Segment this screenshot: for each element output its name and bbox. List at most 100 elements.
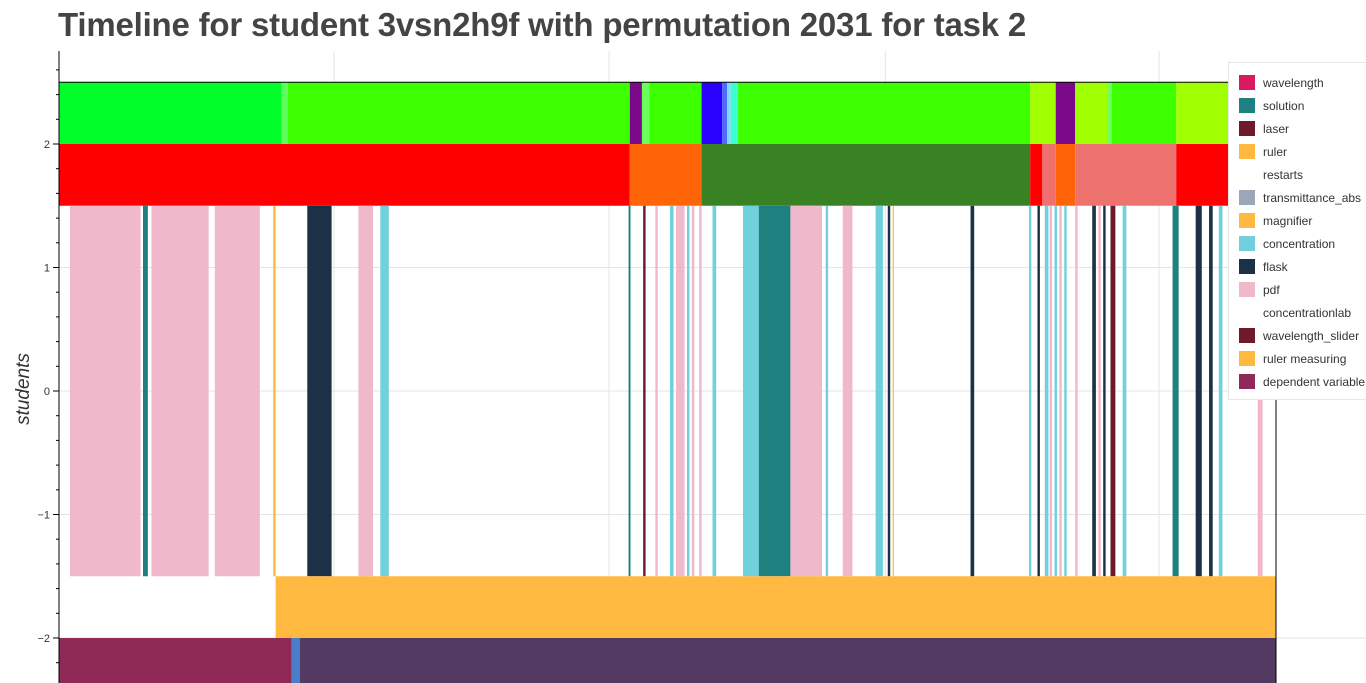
y-tick-label: −1 [37,510,50,522]
legend-swatch [1239,259,1255,274]
segment-r2-9 [643,205,646,577]
segment-r2-42 [1218,205,1223,577]
legend: wavelength solution laser ruler restarts tran… [1228,62,1366,400]
segment-r2-33 [1075,205,1078,577]
segment-r2-19 [790,205,823,577]
legend-item: dependent variable [1239,370,1366,393]
segment-r2-37 [1110,205,1116,577]
y-tick-label: −2 [37,633,50,645]
legend-item: transmittance_abs [1239,186,1366,209]
segment-r0-2 [287,82,630,144]
segment-r2-34 [1092,205,1096,577]
legend-item: solution [1239,94,1366,117]
segment-r1-0 [59,144,630,206]
legend-item: flask [1239,255,1366,278]
segment-r2-2 [151,205,209,577]
segment-r2-28 [1044,205,1049,577]
segment-r2-24 [892,205,894,577]
legend-swatch [1239,328,1255,343]
legend-swatch [1239,121,1255,136]
segment-r2-11 [669,205,674,577]
segment-r0-6 [701,82,723,144]
segment-r2-31 [1059,205,1062,577]
segment-r4-2 [299,638,1276,683]
legend-label: magnifier [1263,213,1313,228]
legend-label: solution [1263,98,1305,113]
segment-r0-0 [59,82,282,144]
legend-label: dependent variable [1263,374,1366,389]
segment-r3-0 [275,576,1277,638]
segment-r2-20 [825,205,829,577]
segment-r2-5 [307,205,332,577]
segment-r2-40 [1195,205,1202,577]
segment-r2-7 [380,205,389,577]
legend-item: wavelength [1239,71,1366,94]
legend-label: ruler [1263,144,1288,159]
segment-r1-1 [629,144,702,206]
legend-item: ruler [1239,140,1366,163]
segment-r4-1 [291,638,300,683]
segment-r2-38 [1122,205,1127,577]
segment-r2-22 [875,205,883,577]
legend-item: concentrationlab [1239,301,1366,324]
segment-r0-13 [1075,82,1109,144]
segment-r2-4 [273,205,276,577]
legend-label: flask [1263,259,1288,274]
legend-label: wavelength_slider [1263,328,1360,343]
legend-label: wavelength [1263,75,1324,90]
legend-swatch [1239,374,1255,389]
segment-r2-39 [1172,205,1179,577]
legend-swatch [1239,282,1255,297]
segment-r2-0 [69,205,141,577]
y-tick-label: 0 [44,386,50,398]
legend-swatch [1239,190,1255,205]
segment-r2-27 [1037,205,1040,577]
segment-r0-12 [1055,82,1076,144]
legend-label: pdf [1263,282,1280,297]
chart-title: Timeline for student 3vsn2h9f with permu… [58,6,1027,43]
segment-r0-1 [281,82,288,144]
segment-r0-14 [1108,82,1112,144]
legend-item: ruler measuring [1239,347,1366,370]
legend-item: wavelength_slider [1239,324,1366,347]
segment-r0-3 [629,82,642,144]
legend-label: concentration [1263,236,1336,251]
legend-item: laser [1239,117,1366,140]
segment-r2-16 [712,205,717,577]
timeline-bars [59,81,1277,683]
segment-r2-6 [358,205,373,577]
segment-r1-6 [1075,144,1177,206]
legend-item: restarts [1239,163,1366,186]
segment-r2-15 [699,205,702,577]
segment-r0-5 [649,82,702,144]
segment-r1-2 [701,144,1031,206]
segment-r2-23 [887,205,891,577]
segment-r2-3 [214,205,260,577]
segment-r2-30 [1054,205,1057,577]
segment-r2-18 [758,205,791,577]
legend-swatch [1239,167,1255,182]
segment-r0-11 [1030,82,1056,144]
segment-r2-13 [686,205,690,577]
segment-r2-36 [1103,205,1106,577]
segment-r2-29 [1049,205,1053,577]
legend-swatch [1239,351,1255,366]
segment-r2-10 [655,205,658,577]
legend-item: pdf [1239,278,1366,301]
segment-r0-8 [727,82,731,144]
segment-r2-12 [676,205,685,577]
segment-r0-15 [1111,82,1177,144]
segment-r2-21 [842,205,853,577]
segment-r2-25 [970,205,975,577]
segment-r1-5 [1055,144,1076,206]
segment-r2-41 [1209,205,1213,577]
y-tick-label: 1 [44,263,50,275]
legend-label: ruler measuring [1263,351,1347,366]
y-tick-label: 2 [44,139,50,151]
segment-r0-4 [641,82,650,144]
legend-swatch [1239,75,1255,90]
legend-swatch [1239,305,1255,320]
segment-r1-3 [1030,144,1043,206]
segment-r1-4 [1042,144,1056,206]
